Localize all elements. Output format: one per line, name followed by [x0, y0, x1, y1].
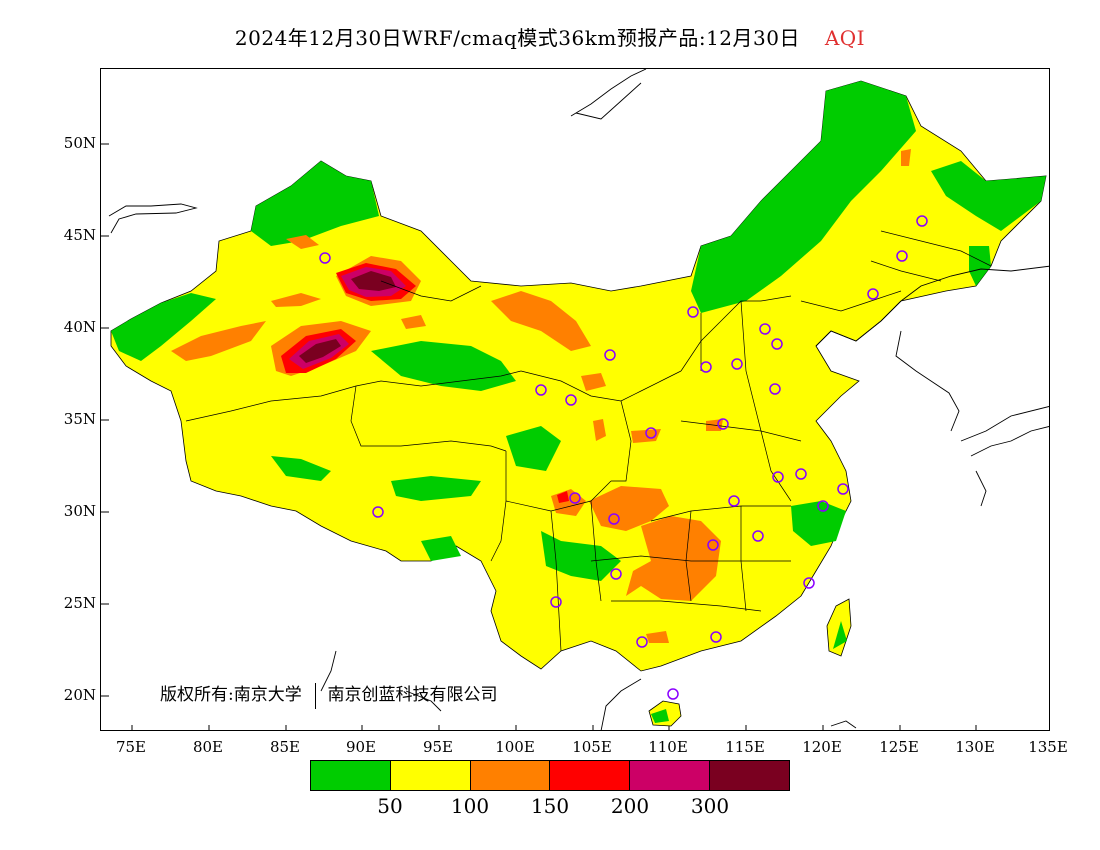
legend-label: 300	[690, 794, 730, 818]
map-frame[interactable]	[100, 68, 1050, 731]
neighbor-coastlines	[108, 69, 1049, 730]
x-tick-label: 125E	[879, 738, 919, 756]
station-markers	[319, 215, 928, 700]
tick-marks	[101, 143, 977, 730]
map-title: 2024年12月30日WRF/cmaq模式36km预报产品:12月30日 AQI	[0, 22, 1100, 51]
x-tick-label: 115E	[725, 738, 765, 756]
province-boundaries	[185, 230, 992, 652]
x-tick-label: 100E	[495, 738, 535, 756]
y-tick-label: 35N	[63, 410, 96, 428]
legend-swatch	[550, 761, 631, 790]
color-legend	[310, 760, 790, 791]
taiwan-island	[826, 598, 852, 657]
x-tick-label: 105E	[572, 738, 612, 756]
legend-swatch	[710, 761, 789, 790]
legend-swatch	[630, 761, 711, 790]
y-tick-label: 50N	[63, 134, 96, 152]
y-tick-label: 45N	[63, 226, 96, 244]
x-tick-label: 110E	[648, 738, 688, 756]
x-tick-label: 90E	[345, 738, 377, 756]
y-tick-label: 40N	[63, 318, 96, 336]
x-tick-label: 85E	[269, 738, 301, 756]
china-landmass	[110, 80, 1047, 672]
legend-swatch	[311, 761, 391, 790]
y-tick-label: 30N	[63, 502, 96, 520]
legend-label: 100	[450, 794, 490, 818]
aqi-map	[101, 69, 1049, 730]
x-tick-label: 130E	[955, 738, 995, 756]
x-tick-label: 80E	[192, 738, 224, 756]
legend-label: 150	[530, 794, 570, 818]
x-tick-label: 75E	[115, 738, 147, 756]
legend-swatch	[390, 761, 471, 790]
x-tick-label: 120E	[802, 738, 842, 756]
y-tick-label: 25N	[63, 594, 96, 612]
legend-label: 200	[610, 794, 650, 818]
copyright-credit: 版权所有:南京大学 南京创蓝科技有限公司	[160, 680, 498, 709]
credit-right: 南京创蓝科技有限公司	[327, 685, 498, 705]
title-main: 2024年12月30日WRF/cmaq模式36km预报产品:12月30日	[234, 26, 800, 50]
x-tick-label: 95E	[422, 738, 454, 756]
title-variable: AQI	[824, 26, 866, 50]
credit-divider	[315, 682, 317, 709]
x-tick-label: 135E	[1028, 738, 1068, 756]
aqi-maroon-zones	[299, 271, 396, 363]
y-tick-label: 20N	[63, 686, 96, 704]
legend-label: 50	[377, 794, 403, 818]
credit-left: 版权所有:南京大学	[160, 685, 302, 705]
legend-swatch	[470, 761, 551, 790]
